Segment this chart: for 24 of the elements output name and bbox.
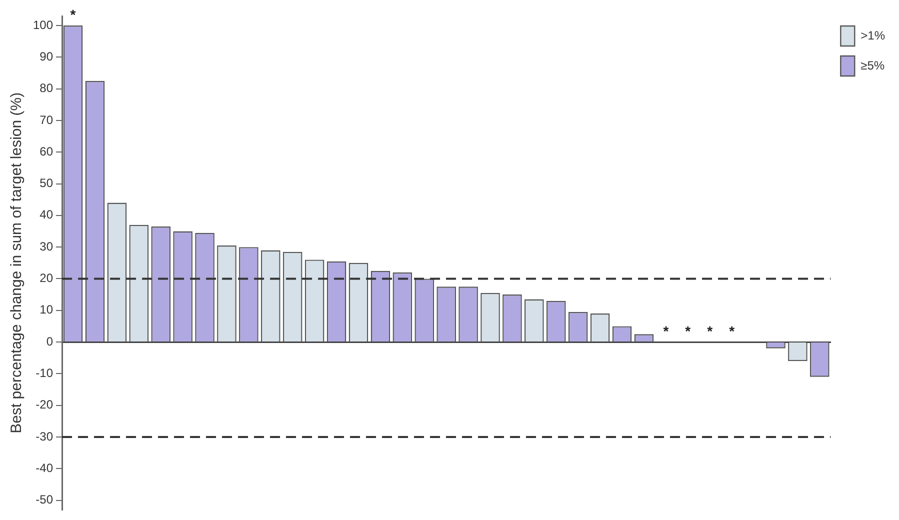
text: *: [685, 322, 691, 339]
y-tick-label: -10: [36, 366, 54, 380]
text: *: [707, 322, 713, 339]
y-tick-label: -50: [36, 492, 54, 507]
y-tick-label: 10: [40, 302, 54, 317]
legend-label: >1%: [860, 28, 886, 42]
y-tick-label: 0: [46, 334, 54, 348]
y-tick-label: -20: [36, 398, 54, 412]
legend-label: ≥5%: [860, 58, 885, 72]
y-axis-title: Best percentage change in sum of target lesion (%): [8, 92, 26, 434]
text: *: [70, 6, 76, 22]
y-tick-label: 70: [40, 112, 54, 127]
y-tick-label: 40: [40, 208, 54, 222]
y-tick-label: 50: [40, 176, 54, 190]
y-tick-label: 30: [40, 239, 54, 254]
y-tick-label: 60: [40, 144, 54, 158]
text: *: [729, 322, 735, 339]
y-tick-label: 90: [40, 49, 54, 64]
y-tick-label: 100: [32, 18, 54, 32]
y-tick-label: 20: [40, 271, 54, 286]
y-tick-label: 80: [40, 81, 54, 96]
text: *: [663, 322, 669, 339]
y-tick-label: -30: [36, 429, 54, 444]
y-tick-label: -40: [36, 460, 54, 475]
